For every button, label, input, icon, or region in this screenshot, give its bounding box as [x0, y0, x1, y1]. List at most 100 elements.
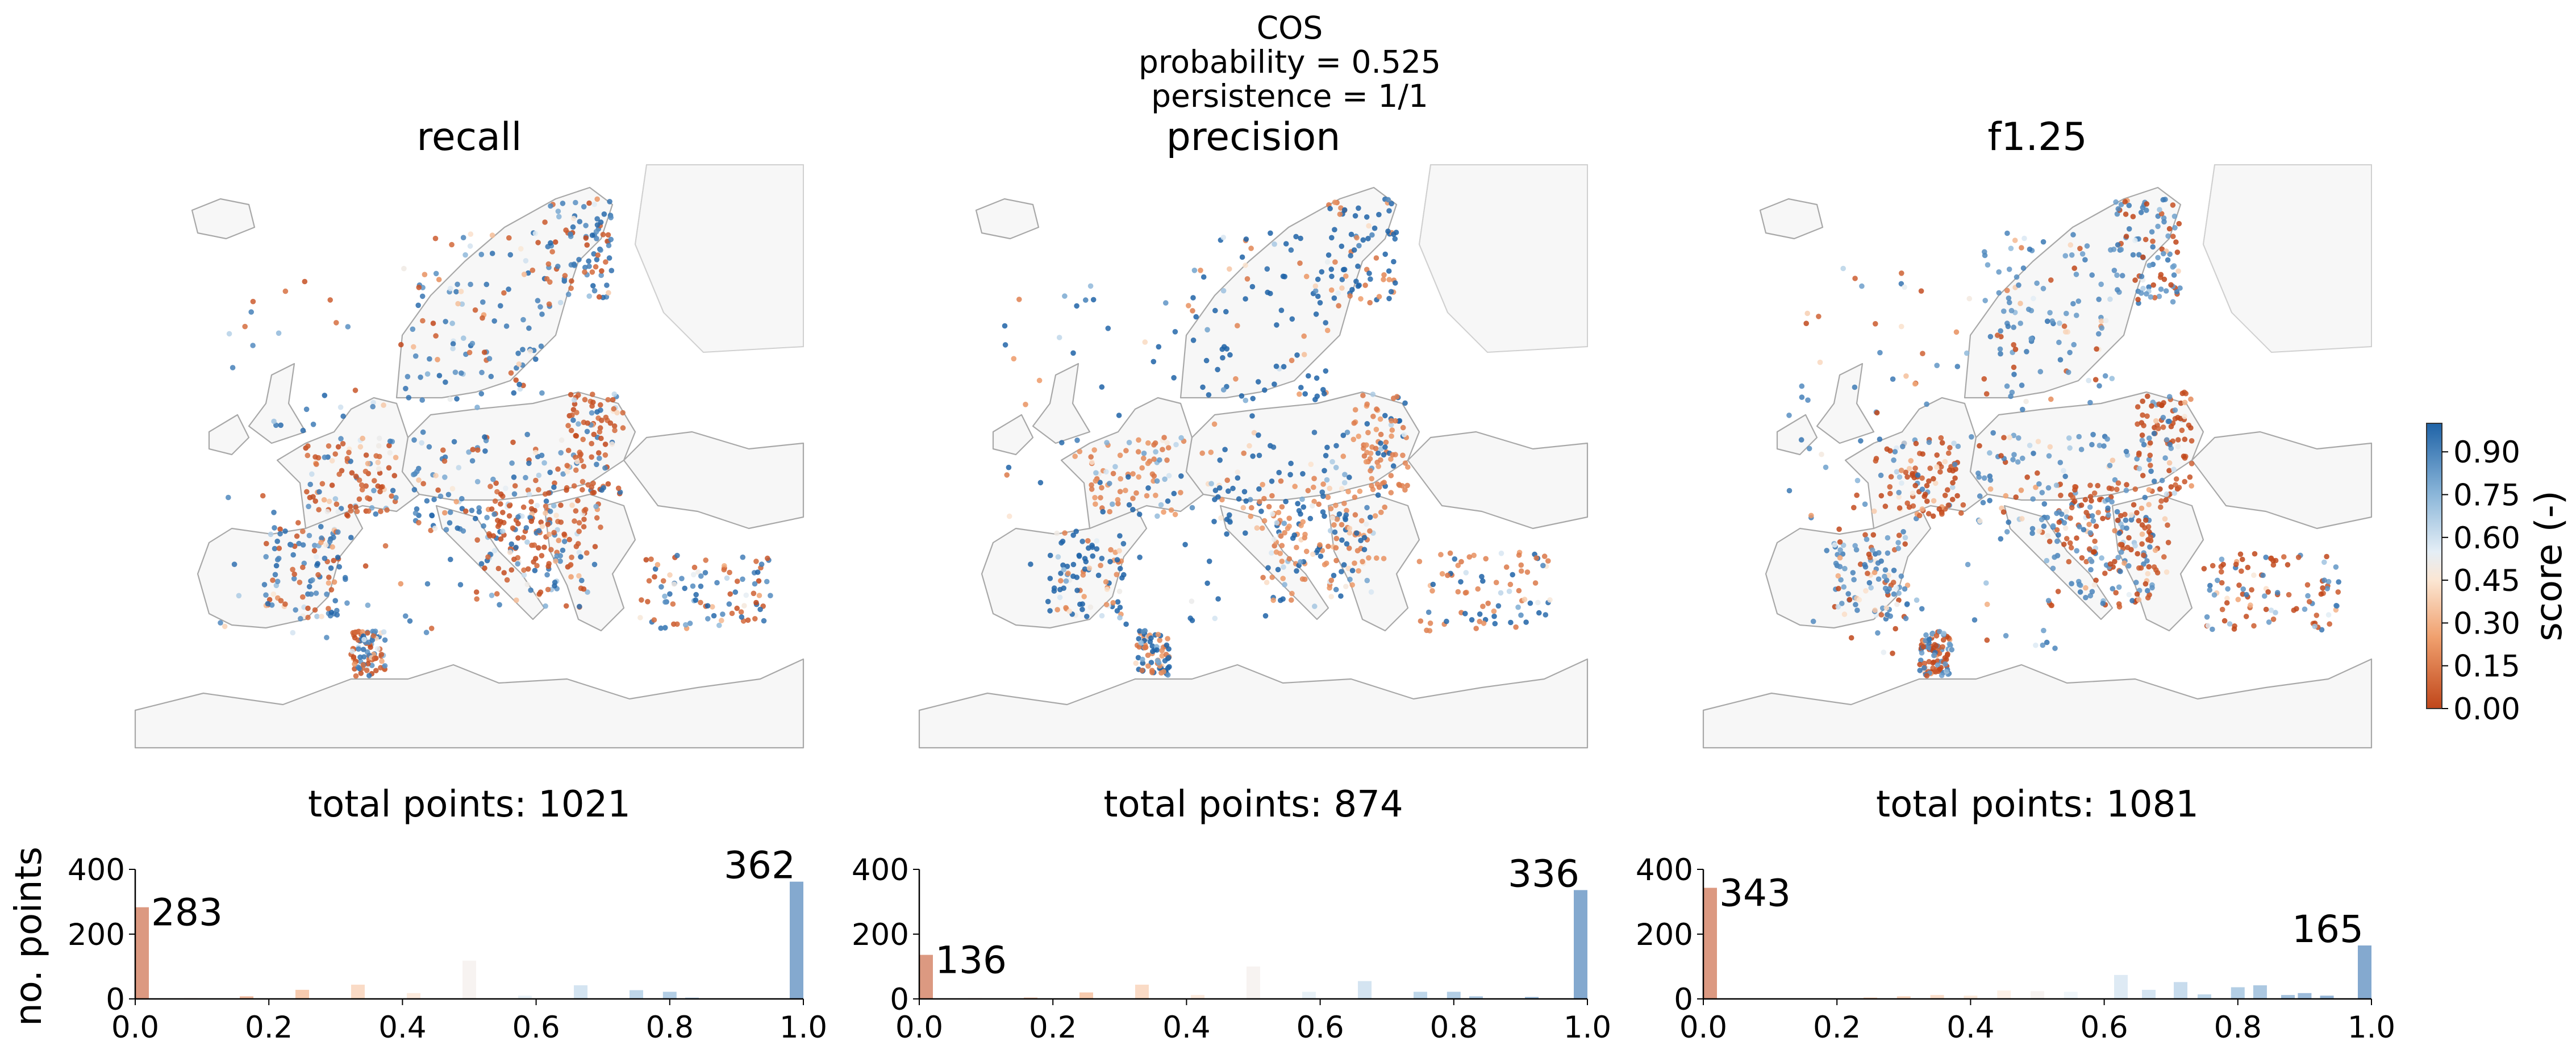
station-point	[2007, 435, 2012, 440]
station-point	[376, 466, 382, 472]
station-point	[2135, 551, 2140, 557]
station-point	[2163, 288, 2169, 294]
station-point	[1310, 551, 1316, 557]
station-point	[326, 574, 332, 580]
station-point	[536, 487, 541, 493]
station-point	[2020, 455, 2025, 461]
station-point	[1114, 608, 1120, 614]
station-point	[314, 461, 319, 467]
station-point	[277, 531, 283, 537]
station-point	[607, 420, 614, 426]
station-point	[335, 444, 341, 450]
station-point	[1087, 283, 1094, 289]
station-point	[1165, 672, 1171, 678]
station-point	[398, 341, 404, 348]
station-point	[1382, 413, 1388, 419]
station-point	[1315, 293, 1321, 299]
station-point	[2089, 498, 2094, 504]
suptitle-line-2: probability = 0.525	[1139, 44, 1441, 80]
station-point	[336, 564, 342, 570]
station-point	[1317, 300, 1323, 306]
station-point	[2143, 517, 2149, 523]
station-point	[1367, 299, 1373, 306]
station-point	[423, 630, 430, 635]
station-point	[1444, 618, 1449, 624]
station-point	[250, 298, 256, 305]
station-point	[577, 219, 583, 224]
station-point	[1341, 501, 1347, 506]
station-point	[1143, 644, 1149, 651]
station-point	[1239, 393, 1245, 399]
station-point	[1332, 529, 1338, 535]
station-point	[510, 525, 516, 531]
station-point	[593, 228, 599, 235]
suptitle: COS probability = 0.525 persistence = 1/…	[1139, 10, 1441, 114]
station-point	[1892, 449, 1898, 455]
station-point	[1355, 283, 1361, 289]
station-point	[1269, 574, 1275, 580]
station-point	[372, 628, 378, 634]
station-point	[578, 451, 584, 457]
station-point	[1518, 612, 1524, 618]
station-point	[1257, 499, 1262, 505]
station-point	[571, 483, 577, 489]
station-point	[1365, 236, 1371, 241]
station-point	[2116, 530, 2122, 536]
station-point	[1913, 440, 1919, 447]
station-point	[2054, 527, 2060, 533]
station-point	[1219, 497, 1225, 503]
station-point	[2149, 585, 2155, 591]
station-point	[2143, 581, 2149, 587]
station-point	[2270, 562, 2277, 568]
station-point	[1358, 518, 1365, 524]
station-point	[2062, 329, 2069, 335]
bar-annotation: 343	[1719, 871, 1791, 915]
station-point	[523, 474, 528, 481]
station-point	[1492, 620, 1498, 627]
station-point	[490, 476, 496, 482]
station-point	[1327, 528, 1333, 534]
station-point	[1154, 478, 1160, 484]
station-point	[2039, 490, 2045, 495]
station-point	[610, 397, 616, 403]
station-point	[260, 493, 266, 499]
station-point	[652, 566, 658, 572]
station-point	[555, 209, 561, 214]
station-point	[589, 440, 594, 447]
station-point	[272, 572, 278, 578]
station-point	[460, 528, 466, 534]
x-tick-label: 0.0	[895, 1010, 943, 1045]
station-point	[1256, 452, 1262, 459]
station-point	[1117, 489, 1123, 494]
station-point	[2047, 444, 2053, 450]
station-point	[603, 414, 609, 420]
station-point	[2083, 585, 2089, 591]
station-point	[354, 509, 360, 514]
station-point	[521, 572, 527, 578]
station-point	[272, 545, 278, 552]
station-point	[460, 235, 466, 240]
map-title: f1.25	[1987, 115, 2087, 160]
station-point	[2023, 398, 2029, 405]
station-point	[387, 450, 393, 456]
station-point	[515, 561, 520, 567]
station-point	[1943, 661, 1948, 667]
map-title: precision	[1166, 115, 1341, 160]
station-point	[1364, 442, 1369, 448]
station-point	[1908, 458, 1914, 464]
station-point	[1269, 493, 1275, 499]
station-point	[2182, 436, 2188, 442]
station-point	[2170, 264, 2176, 270]
station-point	[548, 240, 553, 246]
station-point	[592, 544, 598, 549]
station-point	[1066, 608, 1073, 614]
station-point	[2019, 516, 2025, 522]
station-point	[1851, 577, 1857, 582]
station-point	[2030, 496, 2036, 502]
station-point	[1341, 266, 1348, 273]
station-point	[1894, 601, 1900, 607]
station-point	[1950, 480, 1956, 486]
station-point	[463, 508, 469, 514]
histogram-bar	[1447, 992, 1461, 999]
station-point	[1149, 669, 1155, 676]
